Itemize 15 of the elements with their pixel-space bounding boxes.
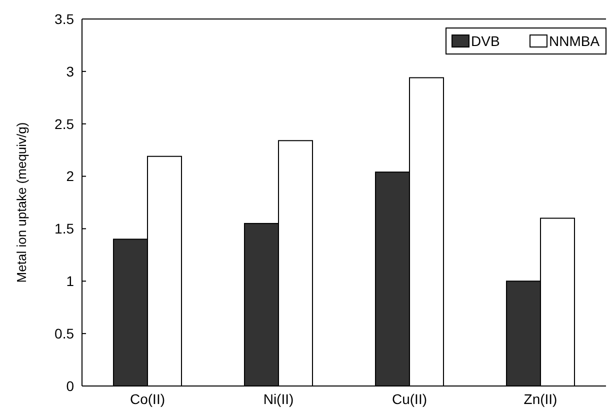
legend-label: NNMBA — [549, 32, 600, 49]
x-tick-label: Co(II) — [130, 391, 165, 407]
legend-label: DVB — [471, 32, 500, 49]
y-tick-label: 1 — [66, 273, 74, 290]
y-axis-title: Metal ion uptake (mequiv/g) — [14, 122, 29, 283]
x-tick-label: Ni(II) — [263, 391, 294, 407]
y-tick-label: 0 — [66, 378, 74, 394]
y-tick-label: 1.5 — [54, 220, 74, 237]
x-tick-label: Cu(II) — [392, 391, 427, 407]
y-tick-label: 2 — [66, 168, 74, 184]
y-tick-label: 0.5 — [54, 325, 74, 342]
y-tick-label: 3 — [66, 63, 74, 80]
y-tick-label: 2.5 — [54, 116, 74, 132]
x-tick-label: Zn(II) — [524, 391, 558, 407]
y-tick-label: 3.5 — [54, 10, 74, 27]
